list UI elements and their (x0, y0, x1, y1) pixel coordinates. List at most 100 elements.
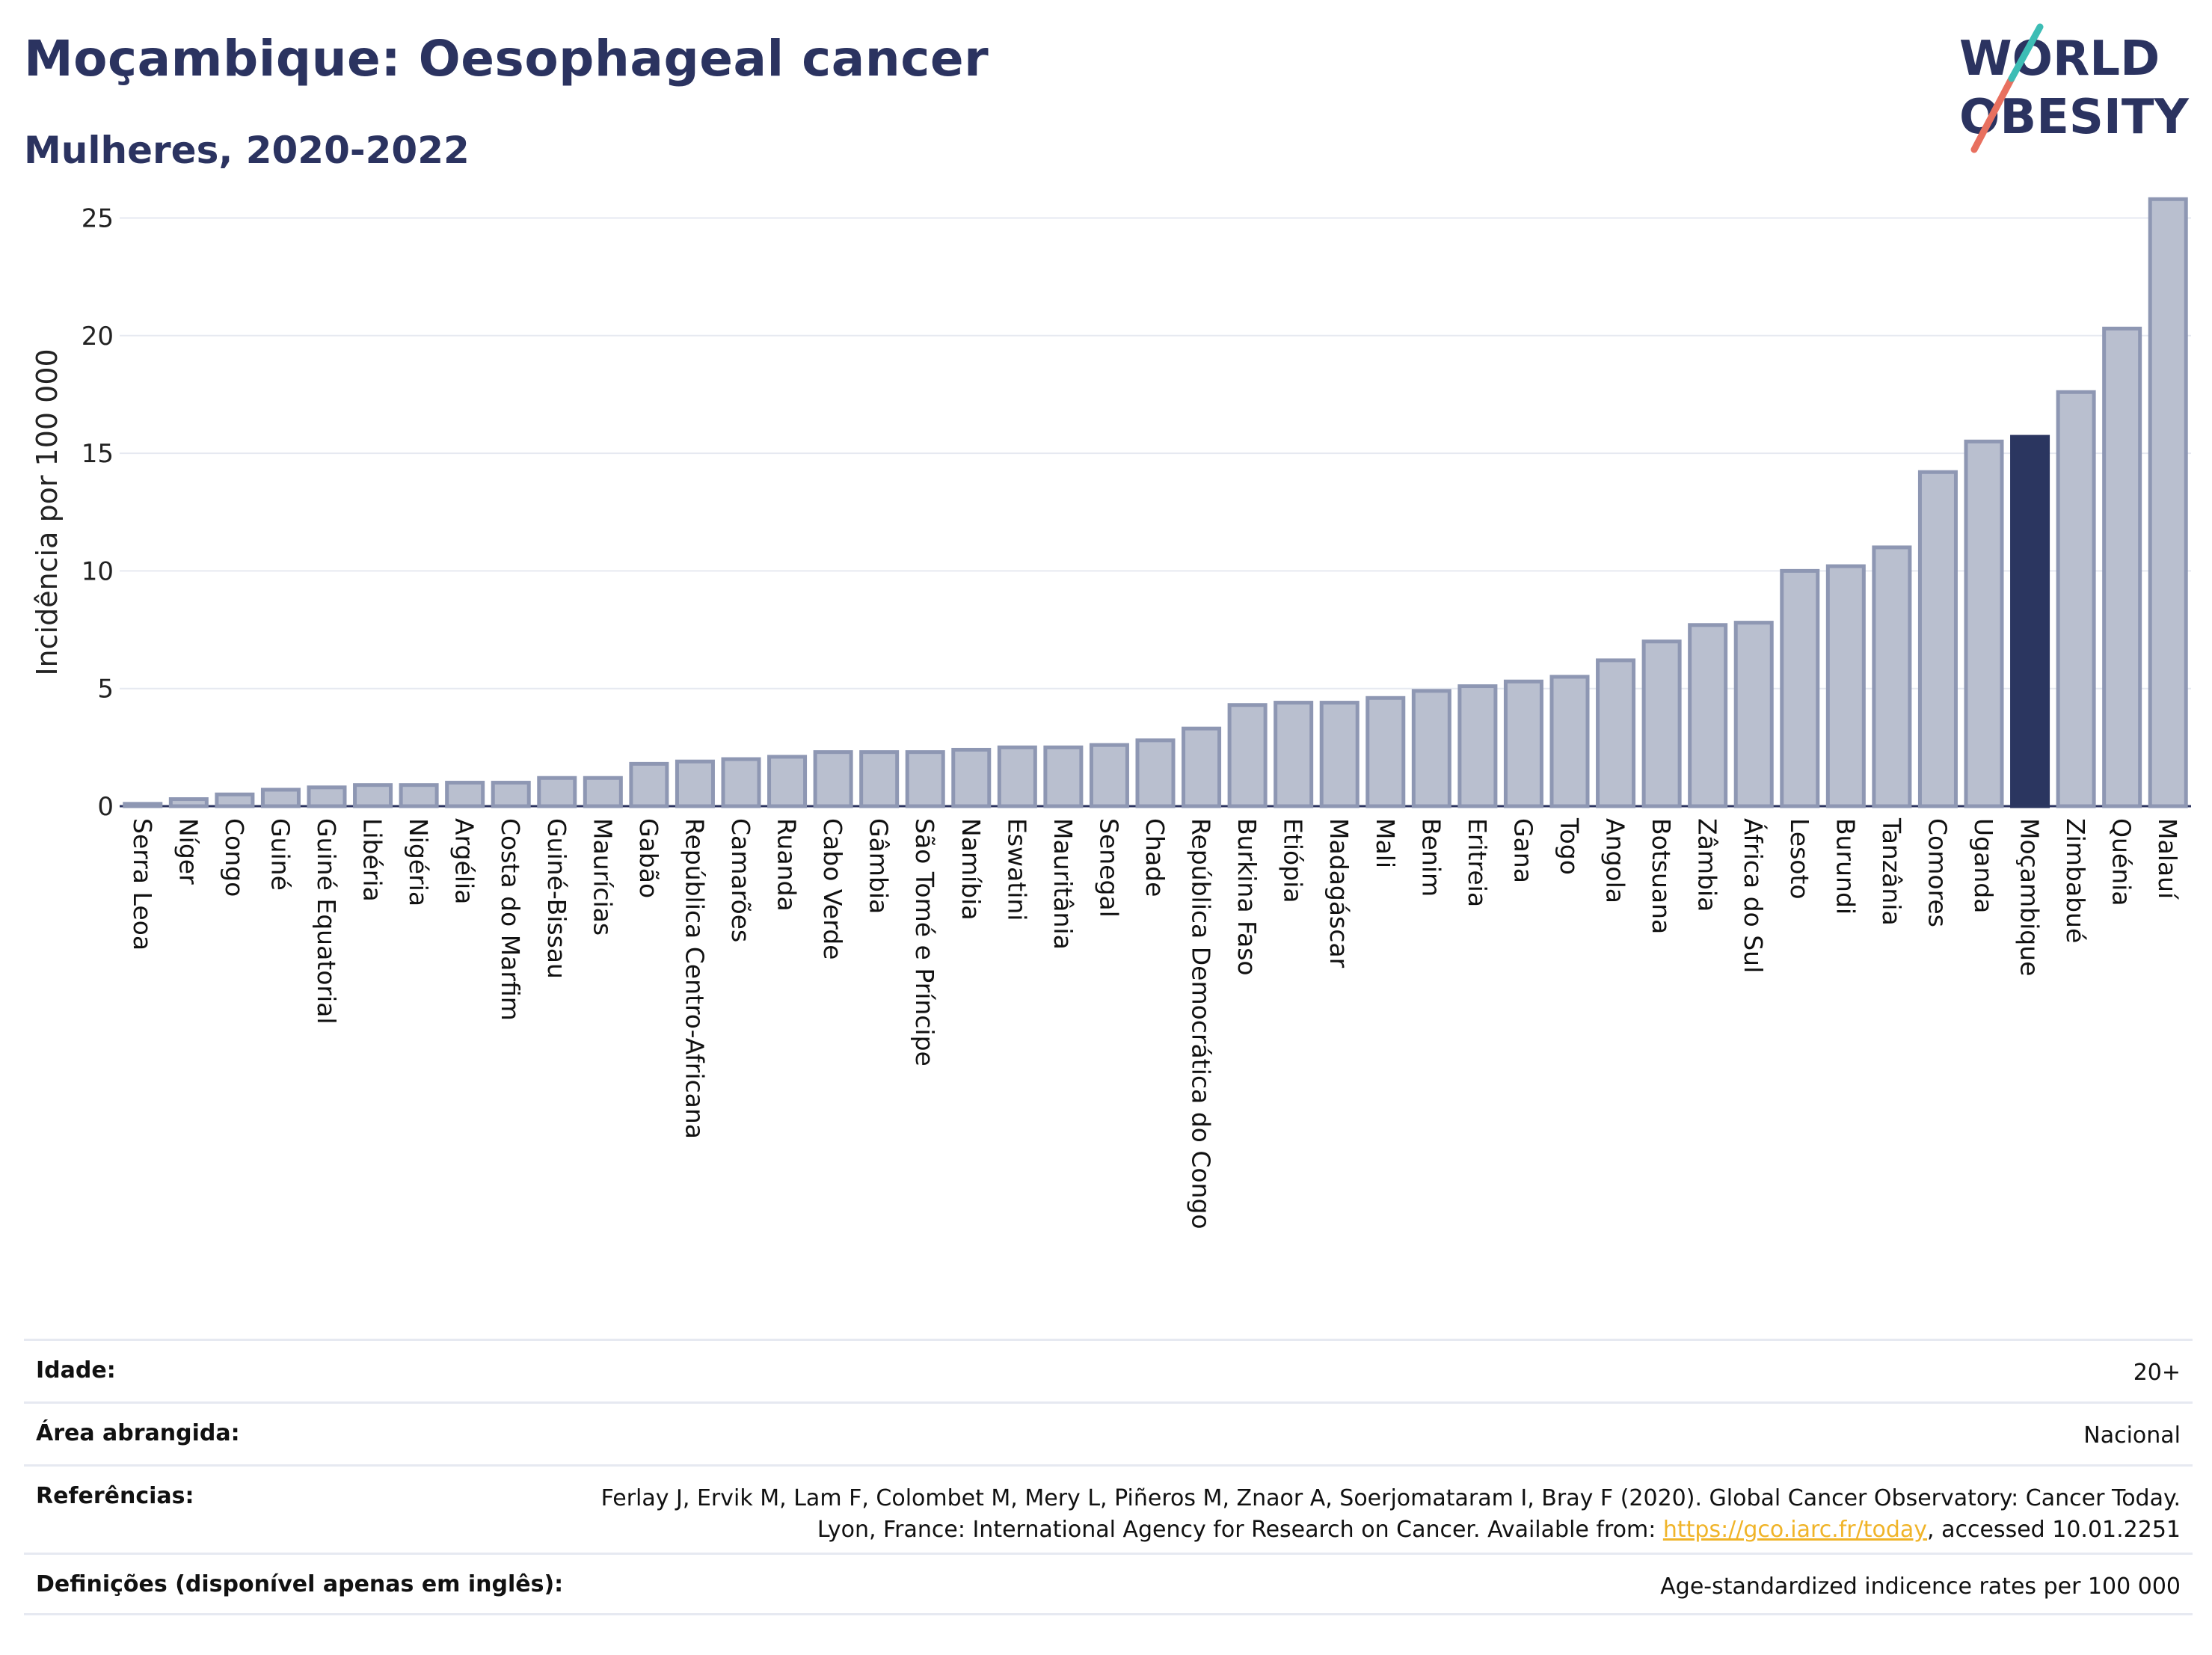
bar[interactable] (307, 785, 347, 808)
x-tick-label: Maurícias (588, 818, 617, 936)
x-tick-label: Guiné-Bissau (542, 818, 571, 979)
bar[interactable] (1365, 696, 1406, 808)
bar[interactable] (583, 776, 623, 808)
metadata-row: Idade: 20+ (24, 1339, 2193, 1401)
x-tick-label: Etiópia (1279, 818, 1308, 903)
x-tick-label: Zimbabué (2061, 818, 2090, 943)
bar[interactable] (2102, 326, 2142, 808)
bar[interactable] (1043, 745, 1084, 808)
x-tick-label: Quénia (2107, 818, 2136, 906)
x-tick-label: Guiné (265, 818, 295, 891)
bar[interactable] (1319, 701, 1360, 808)
x-tick-label: Eswatini (1002, 818, 1031, 921)
metadata-value: 20+ (2133, 1360, 2181, 1386)
x-tick-label: África do Sul (1739, 818, 1769, 973)
bar[interactable] (2056, 390, 2096, 808)
logo-slash-red (1970, 75, 2015, 153)
logo-word-1: WORLD (1959, 31, 2160, 87)
logo-slash-teal (2008, 23, 2044, 82)
x-tick-label: São Tomé e Príncipe (910, 818, 939, 1066)
x-tick-label: Costa do Marfim (496, 818, 525, 1021)
bar[interactable] (997, 745, 1037, 808)
bar[interactable] (1135, 738, 1176, 808)
bar[interactable] (353, 783, 393, 808)
x-tick-label: Guiné Equatorial (312, 818, 341, 1025)
bar[interactable] (675, 759, 715, 808)
bar[interactable] (1411, 689, 1451, 808)
bar[interactable] (813, 750, 853, 808)
x-tick-labels: Serra Leoa Níger Congo Guiné Guiné Equatoria… (128, 817, 2182, 1229)
metadata-value: Ferlay J, Ervik M, Lam F, Colombet M, Me… (600, 1485, 2181, 1543)
x-tick-label: Argélia (450, 818, 479, 904)
x-tick-label: Lesoto (1785, 818, 1814, 900)
x-tick-label: Mauritânia (1048, 818, 1078, 950)
x-tick-label: Eritreia (1463, 818, 1492, 907)
x-tick-label: Senegal (1094, 818, 1123, 918)
bar[interactable] (491, 781, 531, 808)
chart-subtitle: Mulheres, 2020-2022 (24, 129, 470, 172)
bar[interactable] (168, 797, 209, 808)
bar[interactable] (1182, 726, 1222, 808)
bar[interactable] (1733, 621, 1774, 808)
bar[interactable] (2010, 435, 2050, 808)
bar[interactable] (905, 750, 945, 808)
bar[interactable] (629, 761, 669, 808)
bar[interactable] (1457, 684, 1498, 808)
x-tick-label: Benim (1416, 818, 1446, 897)
bar[interactable] (1825, 564, 1866, 808)
bar[interactable] (951, 747, 992, 808)
bar[interactable] (2148, 197, 2188, 808)
bars (123, 197, 2188, 808)
x-tick-label: Cabo Verde (818, 818, 847, 959)
bar[interactable] (260, 787, 301, 808)
x-tick-label: Gâmbia (864, 818, 894, 914)
x-tick-label: Botsuana (1647, 818, 1676, 934)
bar[interactable] (445, 781, 485, 808)
x-tick-label: Libéria (358, 818, 387, 902)
x-tick-label: Comores (1923, 818, 1952, 927)
bar[interactable] (1089, 743, 1129, 808)
bar[interactable] (1227, 703, 1268, 808)
x-tick-label: Gabão (634, 818, 663, 898)
bar[interactable] (1641, 639, 1682, 808)
bar[interactable] (1780, 568, 1820, 808)
bar[interactable] (721, 757, 761, 808)
metadata-label: Idade: (36, 1357, 116, 1384)
bar[interactable] (1596, 658, 1636, 808)
bar[interactable] (767, 755, 808, 808)
y-tick-label: 25 (82, 203, 114, 233)
x-tick-label: República Centro-Africana (680, 818, 709, 1139)
y-tick-labels: 0 5 10 15 20 25 (82, 203, 114, 822)
x-tick-label: Gana (1508, 818, 1537, 883)
chart-title: Moçambique: Oesophageal cancer (24, 30, 989, 87)
bar[interactable] (123, 802, 163, 808)
bar[interactable] (399, 783, 439, 808)
reference-link[interactable]: https://gco.iarc.fr/today (1662, 1517, 1928, 1543)
metadata-label: Referências: (36, 1483, 194, 1509)
x-tick-label: Congo (220, 818, 249, 897)
bar[interactable] (1872, 545, 1912, 808)
bar[interactable] (859, 750, 900, 808)
x-tick-label: Moçambique (2015, 818, 2044, 976)
bar[interactable] (215, 792, 255, 808)
bar[interactable] (537, 776, 577, 808)
x-tick-label: Malauí (2153, 818, 2182, 900)
y-axis-label: Incidência por 100 000 (31, 348, 64, 675)
bar[interactable] (1549, 675, 1590, 808)
bar[interactable] (1917, 470, 1958, 808)
bar[interactable] (1688, 623, 1728, 808)
y-tick-label: 15 (82, 439, 114, 469)
bar[interactable] (1503, 679, 1543, 808)
y-tick-label: 20 (82, 322, 114, 351)
x-tick-label: República Democrática do Congo (1187, 818, 1216, 1229)
bar[interactable] (1964, 439, 2004, 808)
x-tick-label: Níger (173, 818, 203, 885)
y-tick-label: 10 (82, 556, 114, 586)
x-tick-label: Burkina Faso (1232, 818, 1262, 976)
metadata-row: Área abrangida: Nacional (24, 1401, 2193, 1464)
x-tick-label: Uganda (1969, 818, 1998, 913)
metadata-value: Age-standardized indicence rates per 100… (1660, 1573, 2181, 1600)
bar[interactable] (1274, 701, 1314, 808)
metadata-row: Referências: Ferlay J, Ervik M, Lam F, Co… (24, 1464, 2193, 1553)
x-tick-label: Madagáscar (1324, 818, 1354, 968)
